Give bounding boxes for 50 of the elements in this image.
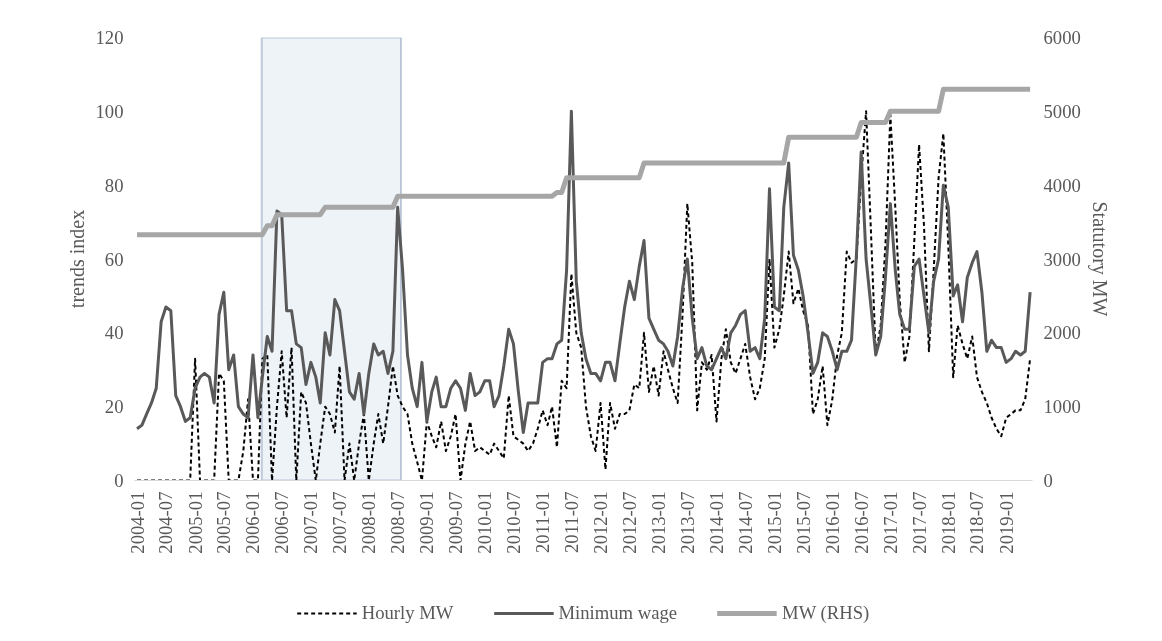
y2-tick-label: 0 — [1043, 470, 1053, 491]
x-tick-label: 2008-01 — [358, 491, 380, 554]
x-tick-label: 2011-07 — [560, 491, 582, 553]
x-tick-label: 2018-01 — [937, 491, 959, 554]
x-tick-label: 2012-01 — [590, 491, 612, 554]
y-axis-title: trends index — [65, 209, 88, 309]
y2-tick-label: 4000 — [1043, 174, 1081, 196]
legend-label: MW (RHS) — [782, 601, 870, 624]
x-tick-label: 2017-07 — [908, 491, 930, 554]
y-tick-label: 0 — [114, 470, 124, 491]
x-tick-label: 2019-01 — [995, 491, 1017, 554]
x-tick-label: 2007-01 — [300, 491, 322, 554]
y-tick-label: 40 — [104, 322, 124, 344]
y-tick-label: 60 — [104, 248, 124, 270]
x-tick-label: 2018-07 — [966, 491, 988, 554]
x-tick-label: 2009-07 — [445, 491, 467, 554]
x-tick-label: 2013-01 — [648, 491, 670, 554]
y2-tick-label: 3000 — [1043, 248, 1081, 270]
x-tick-label: 2004-07 — [155, 491, 177, 554]
x-tick-label: 2008-07 — [387, 491, 409, 554]
y2-tick-label: 5000 — [1043, 100, 1081, 122]
y2-axis-title: Statutory MW — [1087, 201, 1111, 317]
legend-label: Minimum wage — [558, 601, 678, 624]
x-tick-label: 2016-07 — [850, 491, 872, 554]
x-tick-label: 2011-01 — [532, 491, 554, 553]
x-tick-label: 2017-01 — [879, 491, 901, 554]
x-tick-label: 2007-07 — [329, 491, 351, 554]
y2-tick-label: 6000 — [1043, 27, 1081, 48]
x-tick-label: 2004-01 — [126, 491, 148, 554]
x-tick-label: 2010-07 — [502, 491, 524, 554]
x-tick-label: 2010-01 — [474, 491, 496, 554]
y-tick-label: 80 — [104, 174, 124, 196]
x-tick-label: 2015-07 — [792, 491, 814, 554]
y-tick-label: 100 — [95, 100, 124, 122]
legend-label: Hourly MW — [361, 601, 454, 624]
x-tick-label: 2013-07 — [676, 491, 698, 554]
x-tick-label: 2016-01 — [821, 491, 843, 554]
y-tick-label: 120 — [95, 27, 124, 48]
x-tick-label: 2015-01 — [763, 491, 785, 554]
x-tick-label: 2006-01 — [242, 491, 264, 554]
x-tick-label: 2005-07 — [213, 491, 235, 554]
x-tick-label: 2014-07 — [734, 491, 756, 554]
x-tick-label: 2006-07 — [271, 491, 293, 554]
x-tick-label: 2012-07 — [618, 491, 640, 554]
y-tick-label: 20 — [104, 396, 124, 418]
y2-tick-label: 1000 — [1043, 396, 1081, 418]
x-tick-label: 2014-01 — [706, 491, 728, 554]
x-tick-label: 2005-01 — [184, 491, 206, 554]
x-tick-label: 2009-01 — [416, 491, 438, 554]
y2-tick-label: 2000 — [1043, 322, 1081, 344]
